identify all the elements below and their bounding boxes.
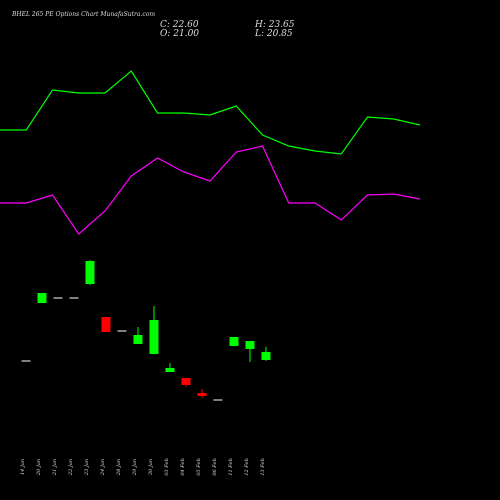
low-label: L: 20.85	[254, 29, 293, 39]
chart-title: BHEL 265 PE Options Chart MunafaSutra.co…	[11, 11, 155, 18]
x-tick-label: 23 Jan	[84, 459, 90, 476]
x-tick-label: 13 Feb	[260, 458, 266, 475]
x-tick-label: 22 Jan	[68, 459, 74, 476]
x-tick-label: 05 Feb	[196, 458, 202, 475]
close-label: C: 22.60	[160, 20, 199, 30]
candle-body	[37, 293, 47, 303]
high-label: H: 23.65	[254, 20, 295, 30]
x-tick-label: 24 Jan	[100, 459, 106, 476]
candle-body	[261, 352, 271, 360]
candle-body	[85, 261, 95, 284]
candle-body	[133, 335, 143, 344]
candle-body	[165, 368, 175, 372]
x-tick-label: 03 Feb	[164, 458, 170, 475]
x-tick-label: 21 Jan	[52, 459, 58, 476]
x-tick-label: 20 Jan	[36, 459, 42, 476]
line	[0, 70, 421, 155]
candle-body	[229, 337, 239, 346]
candle-body	[245, 341, 255, 349]
open-label: O: 21.00	[160, 29, 199, 39]
x-tick-label: 30 Jan	[148, 459, 154, 475]
x-tick-label: 06 Feb	[212, 458, 218, 475]
x-tick-label: 14 Jan	[20, 459, 26, 475]
candle-body	[197, 393, 207, 396]
candle-body	[101, 317, 111, 332]
candle-body	[181, 378, 191, 385]
x-tick-label: 29 Jan	[132, 459, 138, 476]
x-tick-label: 12 Feb	[244, 458, 250, 475]
x-tick-label: 11 Feb	[228, 458, 234, 475]
candle-body	[149, 320, 159, 354]
x-tick-label: 28 Jan	[116, 459, 122, 476]
line	[0, 145, 421, 235]
x-tick-label: 04 Feb	[180, 458, 186, 475]
